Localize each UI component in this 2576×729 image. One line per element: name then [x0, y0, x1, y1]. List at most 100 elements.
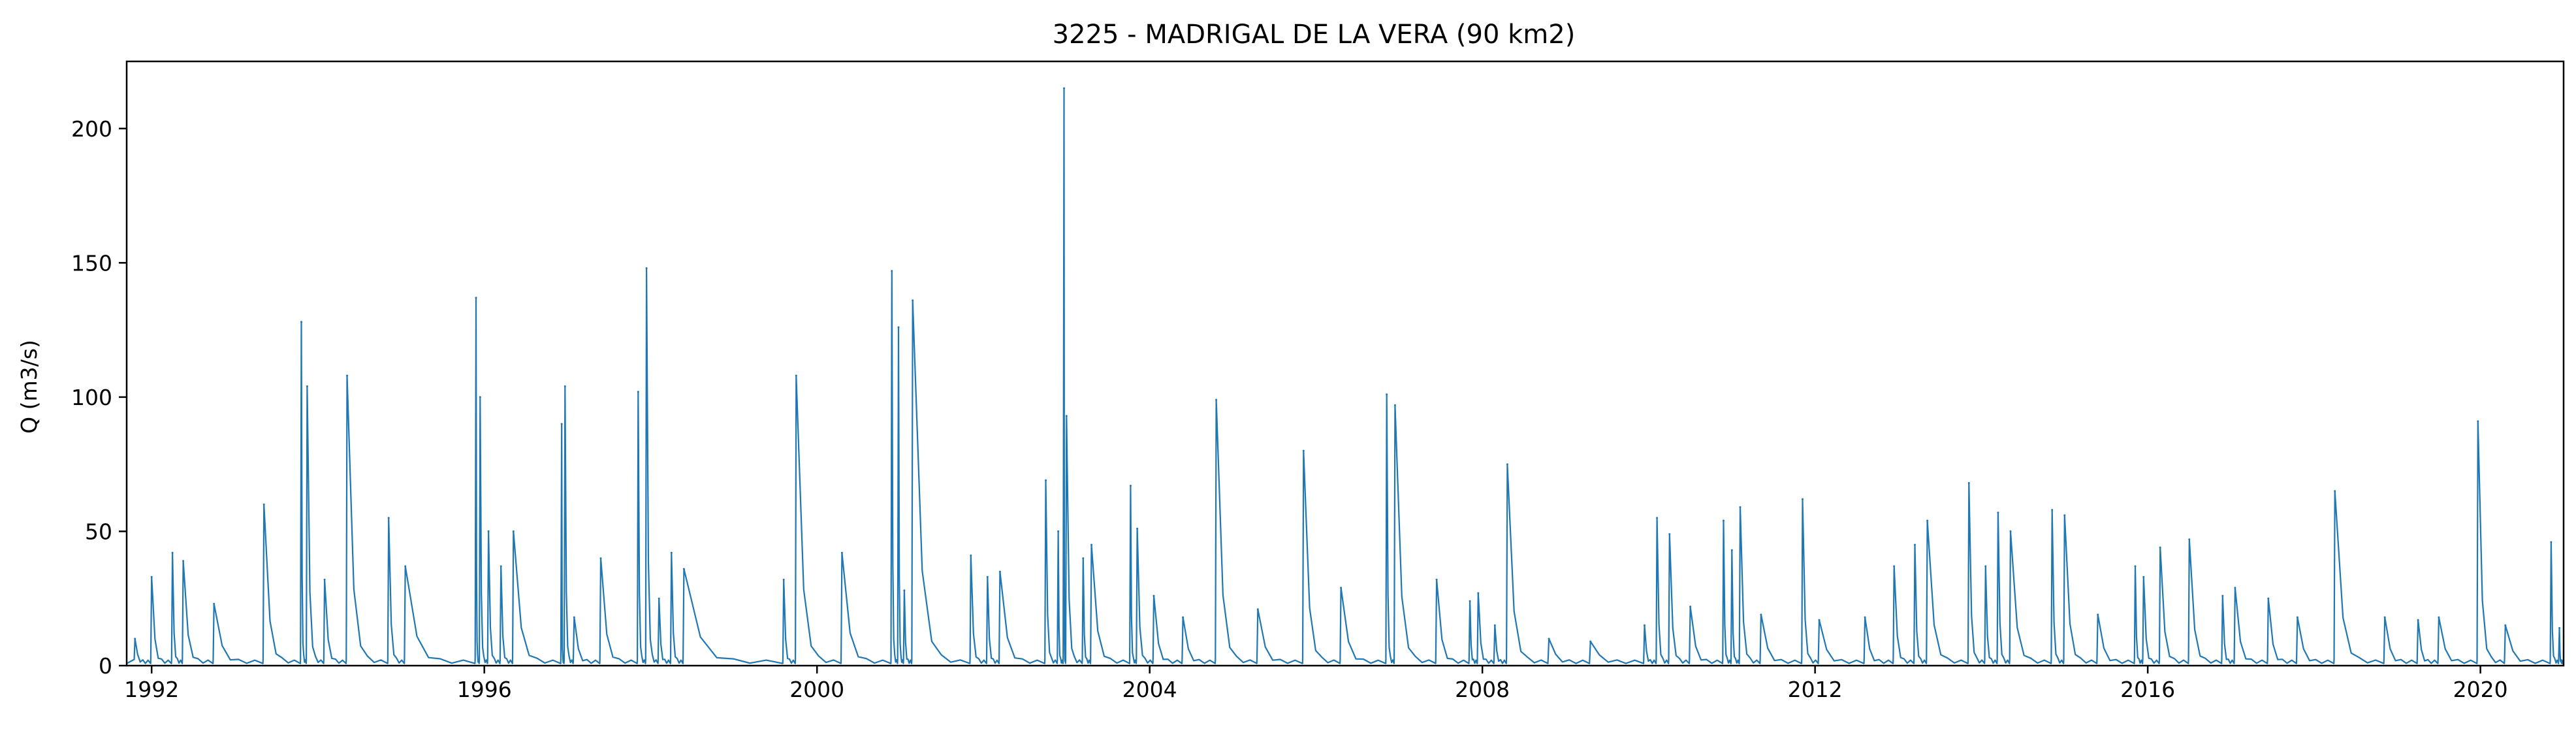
peak-point: [2234, 587, 2236, 589]
peak-point: [912, 299, 914, 302]
peak-point: [1182, 616, 1185, 619]
peak-point: [2051, 509, 2054, 511]
peak-point: [599, 557, 602, 560]
peak-point: [512, 530, 515, 532]
peak-point: [1129, 485, 1132, 487]
peak-point: [891, 270, 893, 272]
peak-point: [2159, 546, 2161, 549]
series-layer: [126, 87, 2564, 664]
x-tick-label: 1996: [457, 677, 512, 702]
peak-point: [2296, 616, 2298, 619]
series-line: [126, 88, 2564, 664]
peak-point: [1818, 619, 1821, 621]
peak-point: [1984, 565, 1987, 568]
peak-point: [1644, 624, 1646, 626]
x-tick-label: 2004: [1122, 677, 1177, 702]
peak-point: [2134, 565, 2137, 568]
peak-point: [2477, 420, 2479, 423]
peak-point: [1997, 511, 1999, 514]
x-axis: 1992 1996 2000 2004 2008 2012 2016 2020: [124, 666, 2508, 702]
chart-title: 3225 - MADRIGAL DE LA VERA (90 km2): [1053, 20, 1576, 50]
peak-point: [2063, 514, 2066, 517]
peak-point: [645, 267, 648, 270]
peak-point: [782, 578, 785, 581]
peak-point: [1926, 519, 1929, 522]
x-tick-label: 2016: [2120, 677, 2175, 702]
plot-frame: [125, 60, 2565, 667]
peak-point: [1340, 587, 1343, 589]
peak-point: [560, 423, 563, 425]
peak-point: [134, 638, 136, 640]
peak-point: [1723, 519, 1725, 522]
peak-point: [1469, 600, 1471, 602]
peak-point: [1215, 398, 1218, 401]
peak-point: [2221, 594, 2224, 597]
peak-point: [346, 374, 348, 377]
peak-point: [262, 503, 265, 506]
peak-point: [1589, 640, 1592, 643]
x-tick-label: 2020: [2453, 677, 2508, 702]
peak-point: [2188, 538, 2191, 541]
peak-point: [1063, 87, 1065, 89]
x-tick-label: 2012: [1788, 677, 1843, 702]
peak-point: [475, 297, 477, 299]
y-axis-label: Q (m3/s): [16, 340, 42, 434]
peak-point: [306, 385, 308, 387]
peak-point: [1065, 415, 1068, 417]
peak-point: [171, 551, 174, 554]
y-tick-label: 50: [85, 519, 112, 544]
peak-point: [1689, 606, 1692, 608]
peak-point: [970, 554, 972, 557]
peak-point: [487, 530, 490, 532]
peak-point: [1136, 527, 1139, 530]
peak-point: [658, 597, 660, 600]
peak-point: [323, 578, 326, 581]
peak-point: [1045, 479, 1047, 481]
peak-point: [182, 560, 185, 562]
peak-point: [903, 589, 906, 592]
peak-point: [2142, 575, 2145, 578]
peak-point: [1548, 638, 1550, 640]
peak-point: [1256, 608, 1259, 611]
peak-point: [573, 616, 575, 619]
x-tick-label: 2000: [789, 677, 844, 702]
peak-point: [1493, 624, 1496, 626]
peak-point: [2334, 490, 2336, 493]
peak-point: [1893, 565, 1896, 568]
peak-point: [1153, 594, 1155, 597]
peak-point: [897, 326, 900, 329]
peak-point: [1302, 449, 1305, 452]
peak-point: [840, 551, 843, 554]
peak-point: [213, 602, 215, 605]
peak-point: [2558, 626, 2561, 629]
peak-point: [500, 565, 502, 568]
x-tick-label: 2008: [1455, 677, 1510, 702]
peak-point: [150, 575, 153, 578]
peak-point: [2009, 530, 2012, 532]
peak-point: [986, 575, 989, 578]
peak-point: [1386, 393, 1388, 396]
peak-point: [1802, 498, 1804, 500]
y-axis: 0 50 100 150 200: [71, 116, 127, 679]
peak-point: [2438, 616, 2440, 619]
peak-point: [1760, 613, 1762, 616]
peak-point: [1082, 557, 1085, 560]
peak-point: [1668, 533, 1671, 536]
peak-point: [300, 321, 302, 323]
peak-point: [1739, 506, 1741, 508]
peak-point: [998, 570, 1001, 573]
peak-point: [2097, 613, 2099, 616]
peak-point: [1656, 517, 1659, 519]
y-tick-label: 0: [99, 653, 112, 679]
x-tick-label: 1992: [124, 677, 179, 702]
peak-point: [2550, 541, 2552, 543]
peak-point: [1435, 578, 1438, 581]
peak-point: [1506, 463, 1508, 466]
peak-point: [2417, 619, 2419, 621]
peak-point: [1730, 549, 1733, 551]
peak-point: [2267, 597, 2270, 600]
peak-point: [637, 391, 639, 393]
peak-point: [479, 396, 481, 398]
